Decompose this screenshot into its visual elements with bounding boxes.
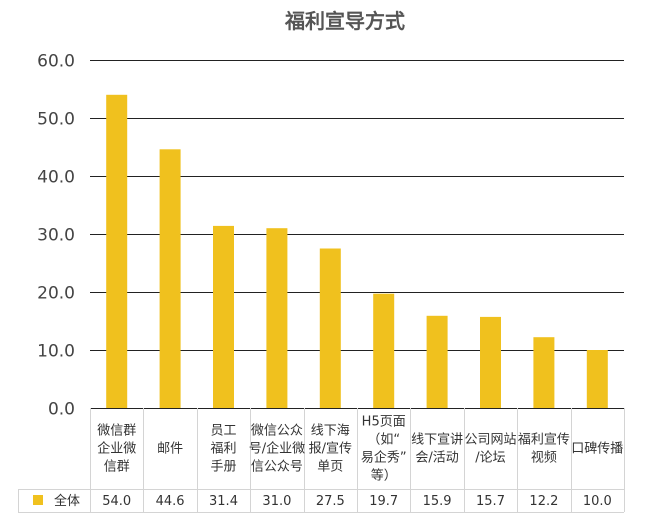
data-label: 15.9 [423,494,452,509]
x-tick-label: 线下宣讲会/活动 [411,432,463,466]
x-tick-label: 口碑传播 [571,441,623,457]
data-label: 10.0 [583,494,612,509]
data-table: 微信群企业微信群 邮件 员工福利手册微信公众号/企业微信公众号线下海报/宣传单页H5… [18,408,625,513]
bar [373,293,395,408]
legend-swatch [33,495,43,505]
bar [319,248,341,408]
y-axis-ticks: 0.0 10.0 20.0 30.0 40.0 50.0 60.0 [37,52,75,420]
x-tick-label: 邮件 [157,442,183,457]
data-label: 31.4 [209,494,238,509]
x-tick-label: 员工福利手册 [210,424,236,475]
data-label: 44.6 [156,494,185,509]
x-tick-label: 公司网站/论坛 [464,433,516,466]
bar [480,316,501,408]
y-tick-label: 0.0 [48,400,75,420]
bar [159,149,181,409]
data-label: 12.2 [529,494,558,509]
y-tick-label: 40.0 [37,168,75,188]
bar [586,350,608,408]
x-tick-label: 线下海报/宣传单页 [309,424,352,475]
x-tick-label: H5页面（如“易企秀”等） [361,415,407,484]
y-tick-label: 10.0 [37,342,75,362]
legend-entry: 全体 [54,493,80,509]
bar [533,337,555,408]
y-tick-label: 30.0 [37,226,75,246]
bar [106,94,128,409]
y-tick-label: 60.0 [37,52,75,72]
data-label: 27.5 [316,494,345,509]
bar [426,315,448,408]
x-tick-label: 福利宣传视频 [518,432,570,466]
data-label: 15.7 [476,494,505,509]
x-tick-label: 微信群企业微信群 [97,424,136,475]
data-label: 54.0 [102,494,131,509]
y-tick-label: 50.0 [37,110,75,130]
bar [213,225,234,408]
chart-title: 福利宣导方式 [284,9,405,33]
data-label: 19.7 [369,494,398,509]
x-tick-label: 微信公众号/企业微信公众号 [249,424,305,475]
bars [106,94,608,409]
data-label: 31.0 [262,494,291,509]
y-tick-label: 20.0 [37,284,75,304]
bar [266,228,288,408]
